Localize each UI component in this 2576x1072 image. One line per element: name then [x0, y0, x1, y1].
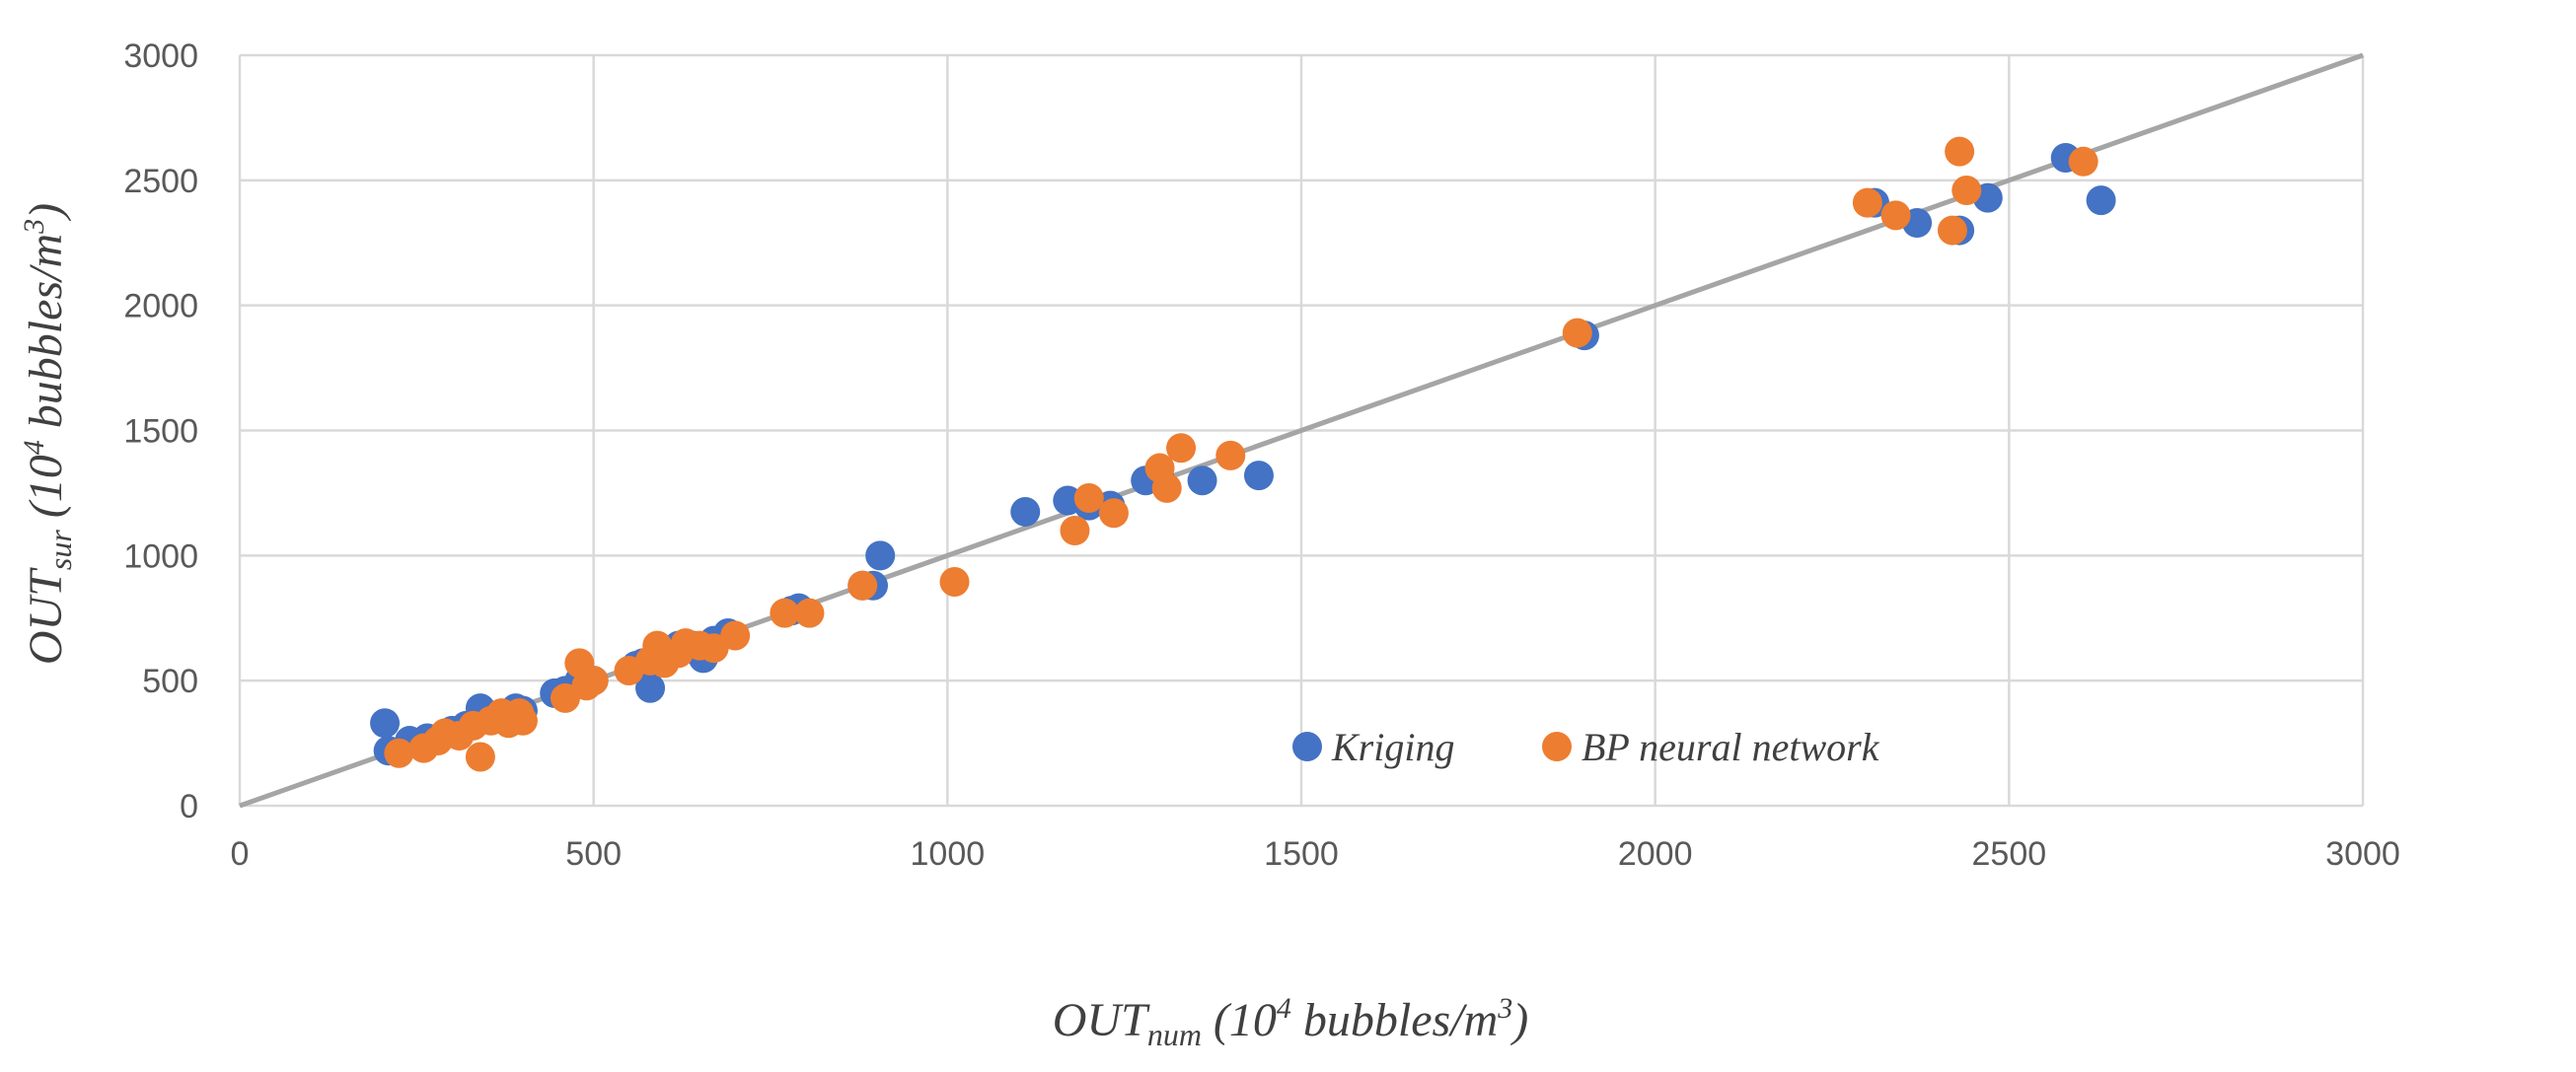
y-tick-label: 500 [142, 663, 198, 700]
y-tick-label: 3000 [123, 37, 198, 75]
point-bp-neural-network [384, 738, 414, 768]
point-bp-neural-network [1073, 482, 1104, 513]
x-axis-title-sup: 4 [1277, 992, 1291, 1025]
point-bp-neural-network [794, 598, 825, 628]
x-axis-title-sup2: 3 [1497, 992, 1512, 1025]
y-axis-title-main: OUT [20, 567, 72, 665]
x-tick-label: 0 [231, 835, 250, 873]
point-bp-neural-network [578, 666, 609, 696]
y-axis-title-sup: 4 [18, 440, 50, 455]
y-axis-title-sub: sur [42, 530, 78, 570]
point-bp-neural-network [507, 705, 538, 736]
x-tick-label: 2500 [1972, 835, 2047, 873]
point-bp-neural-network [1852, 187, 1882, 218]
x-tick-label: 3000 [2325, 835, 2400, 873]
point-bp-neural-network [1151, 472, 1182, 503]
point-bp-neural-network [1215, 440, 1246, 470]
y-tick-label: 1500 [123, 413, 198, 451]
x-axis-title-sub: num [1147, 1017, 1202, 1052]
x-axis-title-end: ) [1509, 994, 1528, 1046]
x-tick-label: 500 [565, 835, 622, 873]
point-bp-neural-network [720, 620, 751, 651]
point-bp-neural-network [770, 598, 800, 628]
legend-marker-kriging [1292, 732, 1322, 761]
point-bp-neural-network [1166, 433, 1197, 464]
x-tick-label: 2000 [1618, 835, 1693, 873]
point-bp-neural-network [1937, 215, 1967, 246]
point-bp-neural-network [465, 742, 495, 772]
y-axis-title-sup2: 3 [18, 219, 50, 235]
point-bp-neural-network [1951, 175, 1982, 205]
x-axis-title-mid: bubbles/m [1291, 994, 1498, 1046]
x-tick-label: 1000 [911, 835, 986, 873]
y-axis-title-pre: (10 [20, 455, 72, 530]
point-kriging [865, 540, 896, 571]
series-bp-neural-network [384, 136, 2098, 772]
point-bp-neural-network [2068, 146, 2098, 177]
point-bp-neural-network [939, 566, 970, 597]
point-kriging [370, 708, 401, 739]
x-axis-title: OUTnum (104 bubbles/m3) [1053, 992, 1528, 1052]
x-axis-title-pre: (10 [1202, 994, 1277, 1046]
point-bp-neural-network [1945, 136, 1975, 167]
legend-label-kriging: Kriging [1331, 725, 1454, 769]
point-kriging [2086, 185, 2116, 216]
point-bp-neural-network [1098, 498, 1129, 529]
legend-label-bp-neural-network: BP neural network [1582, 725, 1880, 769]
data-points [370, 136, 2116, 772]
y-axis-title: OUTsur (104 bubbles/m3) [18, 203, 78, 665]
point-kriging [1187, 465, 1217, 496]
y-axis-title-end: ) [20, 203, 72, 222]
point-bp-neural-network [1562, 318, 1592, 348]
y-tick-label: 2000 [123, 288, 198, 325]
y-axis-title-mid: bubbles/m [20, 234, 72, 440]
point-bp-neural-network [1060, 515, 1090, 545]
point-bp-neural-network [1880, 200, 1911, 231]
legend-marker-bp-neural-network [1542, 732, 1572, 761]
point-kriging [1010, 496, 1041, 527]
y-tick-label: 2500 [123, 163, 198, 200]
y-axis-ticks: 0 500 1000 1500 2000 2500 3000 [123, 37, 198, 825]
gridlines [238, 53, 2365, 808]
point-kriging [1243, 461, 1274, 491]
y-tick-label: 1000 [123, 537, 198, 575]
y-tick-label: 0 [180, 788, 198, 825]
point-kriging [635, 673, 666, 703]
point-bp-neural-network [847, 570, 878, 601]
x-axis-ticks: 0 500 1000 1500 2000 2500 3000 [231, 835, 2400, 873]
x-tick-label: 1500 [1264, 835, 1339, 873]
legend: Kriging BP neural network [1292, 725, 1880, 769]
x-axis-title-main: OUT [1053, 994, 1150, 1046]
